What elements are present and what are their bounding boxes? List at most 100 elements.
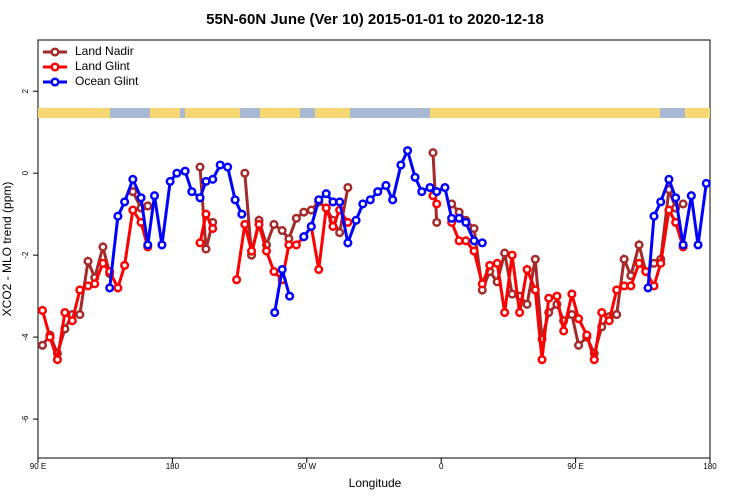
data-point [522,299,532,309]
data-point [128,205,138,215]
data-point [619,254,629,264]
data-point [201,209,211,219]
data-point [321,189,331,199]
data-point [223,162,233,172]
data-point [113,283,123,293]
legend-marker [50,47,60,57]
data-point [604,316,614,326]
data-point [237,209,247,219]
data-point [597,307,607,318]
data-point [75,310,85,320]
data-point [461,236,471,246]
data-point [559,326,569,336]
data-point [454,213,464,223]
data-point [671,193,681,203]
data-point [428,148,438,158]
data-point [270,307,280,318]
data-point [574,340,584,350]
x-tick-label: 180 [166,462,180,471]
data-point [612,285,622,295]
data-point [335,228,345,238]
data-point [143,240,153,250]
data-point [381,180,391,191]
land-band [315,108,350,118]
x-tick-label: 0 [439,462,444,471]
data-point [567,289,577,299]
data-point [98,258,108,268]
data-point [626,281,636,291]
data-point [285,291,295,301]
data-point [432,187,442,197]
legend-marker [50,77,60,87]
data-point [165,176,175,186]
data-point [299,232,309,242]
data-point [157,240,167,250]
data-point [240,168,250,178]
data-point [291,213,301,223]
land-band [260,108,300,118]
data-point [149,191,160,201]
data-point [314,264,324,275]
data-point [269,219,279,229]
legend-marker [50,62,60,72]
data-point [113,211,123,221]
data-point [365,195,375,205]
data-point [589,355,599,365]
data-point [105,283,115,293]
y-tick-label: -2 [21,251,30,259]
data-point [328,221,338,232]
data-point [269,266,279,277]
data-point [37,305,48,316]
data-point [500,248,510,258]
data-point [500,307,510,318]
data-point [208,223,218,234]
data-point [240,219,250,229]
data-point [195,238,205,248]
data-point [37,340,48,350]
data-point [664,205,674,215]
data-point [83,256,93,266]
data-point [284,240,294,250]
data-point [246,246,257,256]
data-point [643,283,653,293]
legend-label: Land Nadir [75,44,134,58]
plot-frame [37,39,711,459]
data-point [461,217,471,227]
data-point [507,289,517,299]
data-point [582,330,592,340]
x-axis-label: Longitude [349,476,402,490]
data-point [417,187,427,197]
data-point [261,246,272,256]
data-point [195,162,205,172]
data-point [75,285,85,295]
data-point [664,174,674,184]
data-point [522,264,532,275]
data-point [277,226,287,236]
data-point [306,221,316,232]
data-point [52,355,62,365]
x-tick-label: 180 [703,462,717,471]
data-point [208,174,218,184]
land-band [150,108,180,118]
data-point [432,217,442,227]
data-point [215,160,225,170]
map-strip [38,108,710,118]
data-point [306,205,316,215]
data-point [136,193,146,203]
data-point [335,197,345,207]
data-point [678,199,688,209]
data-point [314,195,324,205]
data-point [143,201,153,211]
x-tick-label: 90 E [567,462,583,471]
data-point [351,215,361,225]
data-point [656,258,666,268]
data-point [180,166,190,176]
data-point [552,291,562,301]
data-point [469,236,479,246]
x-tick-label: 90 E [30,462,46,471]
data-point [195,193,205,203]
x-tick-label: 90 W [297,462,316,471]
data-point [187,187,197,197]
